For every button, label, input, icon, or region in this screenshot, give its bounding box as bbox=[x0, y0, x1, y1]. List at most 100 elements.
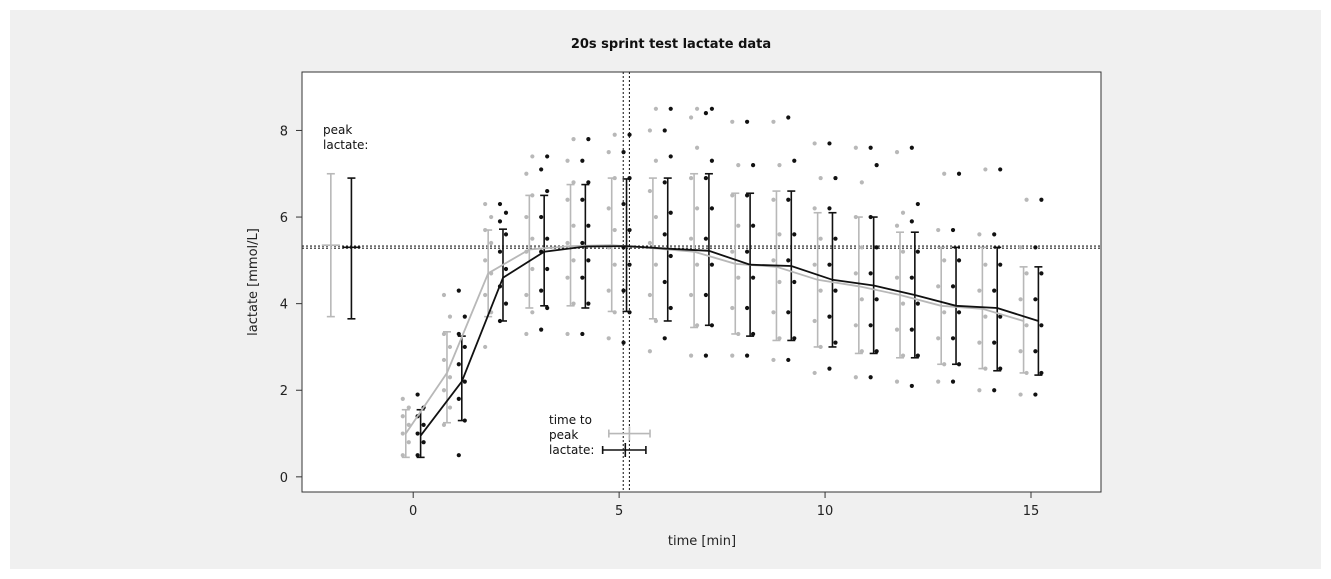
data-point-grey bbox=[441, 331, 447, 337]
data-point-black bbox=[415, 392, 420, 397]
data-point-grey bbox=[730, 305, 735, 311]
data-point-black bbox=[786, 197, 791, 202]
data-point-black bbox=[545, 188, 550, 194]
data-point-grey bbox=[483, 201, 488, 207]
x-tick-label: 15 bbox=[1023, 504, 1040, 519]
data-point-grey bbox=[400, 431, 405, 436]
data-point-black bbox=[868, 145, 873, 150]
data-point-grey bbox=[441, 357, 447, 363]
data-point-black bbox=[668, 253, 673, 259]
data-point-black bbox=[703, 111, 709, 116]
data-point-black bbox=[662, 128, 667, 133]
data-point-black bbox=[915, 353, 920, 358]
data-point-grey bbox=[853, 323, 858, 328]
data-point-grey bbox=[853, 145, 858, 150]
data-point-black bbox=[503, 301, 509, 306]
data-point-black bbox=[586, 180, 591, 185]
data-point-black bbox=[668, 106, 673, 111]
data-point-grey bbox=[406, 422, 411, 427]
data-point-black bbox=[462, 314, 467, 319]
y-tick-label: 6 bbox=[280, 211, 288, 226]
data-point-grey bbox=[983, 314, 988, 319]
data-point-black bbox=[750, 223, 756, 228]
data-point-grey bbox=[688, 175, 694, 181]
data-point-black bbox=[621, 340, 626, 345]
data-point-black bbox=[750, 331, 756, 337]
data-point-grey bbox=[483, 258, 488, 263]
data-point-grey bbox=[730, 193, 735, 198]
data-point-grey bbox=[942, 171, 947, 176]
mean-line-black bbox=[419, 245, 1039, 437]
x-axis-label: time [min] bbox=[668, 534, 736, 549]
data-point-grey bbox=[812, 141, 817, 146]
data-point-black bbox=[909, 145, 914, 150]
data-point-grey bbox=[565, 275, 570, 280]
data-point-black bbox=[998, 167, 1003, 172]
data-point-grey bbox=[936, 336, 941, 341]
data-point-black bbox=[456, 453, 461, 458]
data-point-black bbox=[703, 175, 709, 181]
mean-lines bbox=[405, 244, 1039, 437]
data-point-black bbox=[827, 262, 832, 267]
data-point-grey bbox=[859, 245, 864, 250]
data-point-grey bbox=[771, 197, 776, 202]
data-point-grey bbox=[936, 227, 941, 233]
data-point-black bbox=[868, 375, 873, 380]
data-point-grey bbox=[812, 206, 817, 211]
data-point-black bbox=[539, 327, 544, 332]
data-point-grey bbox=[859, 297, 864, 302]
data-point-grey bbox=[812, 318, 817, 324]
x-tick-label: 0 bbox=[409, 504, 417, 519]
data-point-black bbox=[503, 266, 509, 272]
data-point-grey bbox=[524, 331, 529, 337]
mean-line-grey bbox=[405, 244, 1024, 435]
data-point-black bbox=[580, 158, 585, 163]
data-point-grey bbox=[688, 115, 694, 120]
data-point-grey bbox=[1024, 323, 1029, 328]
data-point-black bbox=[833, 340, 838, 345]
data-point-grey bbox=[818, 288, 823, 293]
data-point-grey bbox=[977, 340, 982, 345]
data-point-black bbox=[956, 310, 962, 315]
data-point-grey bbox=[936, 284, 941, 289]
data-point-grey bbox=[777, 279, 782, 285]
data-point-black bbox=[586, 223, 591, 228]
data-point-black bbox=[868, 323, 873, 328]
annotations: peak lactate: time to peak lactate: bbox=[321, 123, 651, 457]
data-point-black bbox=[833, 236, 838, 241]
data-point-grey bbox=[900, 353, 906, 358]
data-point-black bbox=[786, 310, 791, 315]
data-point-black bbox=[874, 245, 879, 250]
data-point-grey bbox=[571, 223, 576, 228]
data-point-black bbox=[744, 353, 750, 358]
data-point-grey bbox=[694, 206, 700, 211]
peak-lactate-label: peak lactate: bbox=[323, 123, 368, 152]
data-point-black bbox=[792, 279, 797, 285]
data-point-black bbox=[668, 154, 673, 159]
data-point-black bbox=[1039, 370, 1044, 376]
lactate-chart: 20s sprint test lactate data peak lactate… bbox=[246, 37, 1102, 549]
data-point-grey bbox=[1018, 245, 1023, 250]
data-point-black bbox=[580, 240, 585, 246]
data-point-black bbox=[497, 249, 503, 254]
data-point-grey bbox=[818, 236, 823, 241]
data-point-black bbox=[415, 453, 420, 458]
data-point-black bbox=[1033, 349, 1038, 354]
data-point-black bbox=[744, 249, 750, 254]
data-point-black bbox=[909, 383, 914, 389]
data-point-black bbox=[1033, 245, 1038, 250]
data-point-black bbox=[792, 158, 797, 163]
data-point-black bbox=[1039, 323, 1044, 328]
data-point-black bbox=[998, 366, 1003, 371]
data-point-grey bbox=[653, 318, 659, 324]
data-point-black bbox=[874, 297, 879, 302]
axis-ticks: 0 5 10 15 0 2 4 6 8 bbox=[280, 124, 1040, 519]
data-point-black bbox=[950, 336, 956, 341]
data-points bbox=[400, 106, 1044, 458]
data-point-grey bbox=[653, 158, 659, 163]
data-point-grey bbox=[894, 223, 900, 228]
data-point-grey bbox=[900, 210, 906, 215]
data-point-grey bbox=[447, 314, 453, 319]
data-point-grey bbox=[977, 288, 982, 293]
data-point-grey bbox=[483, 292, 488, 298]
